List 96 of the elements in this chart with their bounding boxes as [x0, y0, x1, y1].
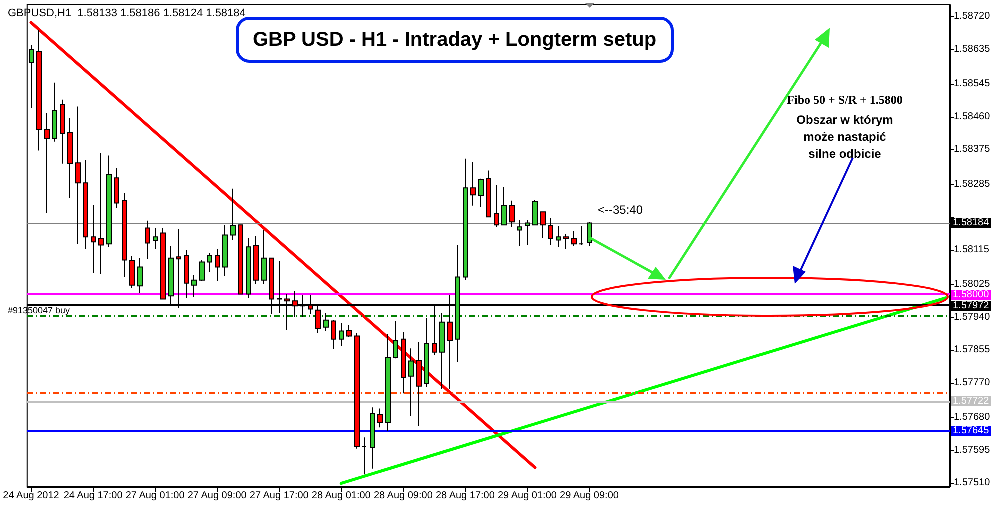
x-tick-label: 29 Aug 09:00 [560, 490, 620, 502]
candlestick [207, 252, 212, 273]
candlestick [36, 30, 42, 152]
x-tick-label: 24 Aug 2012 [3, 490, 60, 502]
candlestick [470, 161, 476, 206]
candlestick [160, 228, 166, 300]
x-tick-label: 27 Aug 09:00 [188, 490, 248, 502]
y-tick-label: 1.58720 [954, 11, 991, 22]
candlestick [145, 220, 150, 260]
candlestick [114, 168, 119, 209]
x-tick-label: 28 Aug 17:00 [436, 490, 496, 502]
candlestick [191, 274, 197, 298]
y-tick-label: 1.58285 [954, 178, 991, 190]
candlestick [393, 320, 398, 360]
candlestick [253, 235, 259, 285]
candlestick [478, 178, 484, 208]
y-tick-label: 1.58115 [954, 244, 990, 256]
candlestick [129, 256, 135, 289]
candlestick [98, 152, 104, 275]
candlestick [556, 225, 561, 248]
candlestick [501, 186, 507, 226]
x-tick-label: 27 Aug 01:00 [126, 490, 186, 502]
candlestick [222, 224, 228, 277]
candlestick [486, 170, 491, 218]
candlestick [494, 184, 499, 228]
candlestick [83, 160, 88, 250]
candlestick [525, 220, 530, 246]
y-tick-label: 1.57940 [954, 312, 991, 323]
candlestick [401, 332, 406, 394]
candlestick [339, 323, 344, 347]
candlestick [153, 228, 158, 250]
candlestick [230, 188, 236, 241]
candlestick [532, 200, 538, 226]
candlestick [29, 44, 34, 108]
x-tick-label: 28 Aug 09:00 [374, 490, 434, 502]
annotation: Fibo 50 + S/R + 1.5800 [787, 93, 903, 107]
candlestick [261, 230, 267, 285]
x-tick-label: 27 Aug 17:00 [250, 490, 310, 502]
candlestick [416, 342, 422, 427]
candlestick [331, 320, 336, 350]
candlestick [362, 437, 367, 476]
candlestick [377, 408, 383, 428]
candlestick [571, 230, 577, 246]
y-tick-label: 1.58460 [954, 111, 991, 122]
x-tick-label: 28 Aug 01:00 [312, 490, 372, 502]
candlestick [579, 225, 584, 246]
ref-line-label: 1.57972 [953, 300, 990, 312]
ref-line-label: 1.57722 [953, 396, 990, 407]
x-tick-label: 24 Aug 17:00 [64, 490, 124, 502]
candlestick [238, 224, 243, 295]
ref-line-label: 1.58000 [953, 290, 990, 301]
x-tick-label: 29 Aug 01:00 [498, 490, 558, 502]
candlestick [370, 407, 375, 470]
candlestick [184, 250, 189, 299]
candlestick [52, 82, 57, 142]
y-tick-label: 1.57595 [954, 444, 991, 456]
candlestick [91, 204, 96, 274]
y-tick-label: 1.58635 [954, 44, 991, 55]
candlestick [439, 312, 445, 390]
candlestick [323, 312, 329, 332]
candlestick [548, 218, 553, 246]
annotation: Obszar w którym [796, 113, 894, 127]
candlestick [215, 248, 220, 282]
candlestick [540, 212, 546, 239]
candlestick [122, 192, 127, 278]
y-tick-label: 1.58375 [954, 144, 991, 156]
annotation: może nastapić [804, 130, 887, 144]
y-tick-label: 1.57770 [954, 377, 991, 388]
candlestick [60, 99, 65, 164]
y-tick-label: 1.58545 [954, 78, 991, 90]
y-tick-label: 1.57510 [954, 478, 991, 489]
y-tick-label: 1.58025 [954, 279, 991, 290]
y-tick-label: 1.57855 [954, 344, 991, 356]
candlestick [199, 260, 205, 282]
candlestick [563, 234, 569, 250]
candlestick [106, 155, 112, 248]
candlestick [246, 238, 251, 299]
candlestick [517, 220, 522, 246]
candlestick [44, 112, 50, 214]
candlestick [587, 222, 592, 247]
annotation: <--35:40 [598, 203, 644, 217]
candlestick [354, 333, 360, 450]
y-tick-label: 1.57680 [954, 412, 991, 424]
candlestick [346, 324, 352, 338]
ref-line-label: 1.58184 [953, 218, 990, 229]
ref-line-label: 1.57645 [953, 426, 990, 437]
candlestick [385, 334, 391, 432]
candlestick [509, 200, 515, 228]
annotation: silne odbicie [808, 147, 882, 161]
candlestick [75, 106, 81, 245]
candlestick [463, 158, 468, 281]
candlestick [424, 318, 429, 388]
text: GBP USD - H1 - Intraday + Longterm setup [253, 29, 657, 51]
candlestick [408, 348, 414, 417]
candlestick [67, 117, 73, 199]
candlestick [137, 258, 143, 294]
